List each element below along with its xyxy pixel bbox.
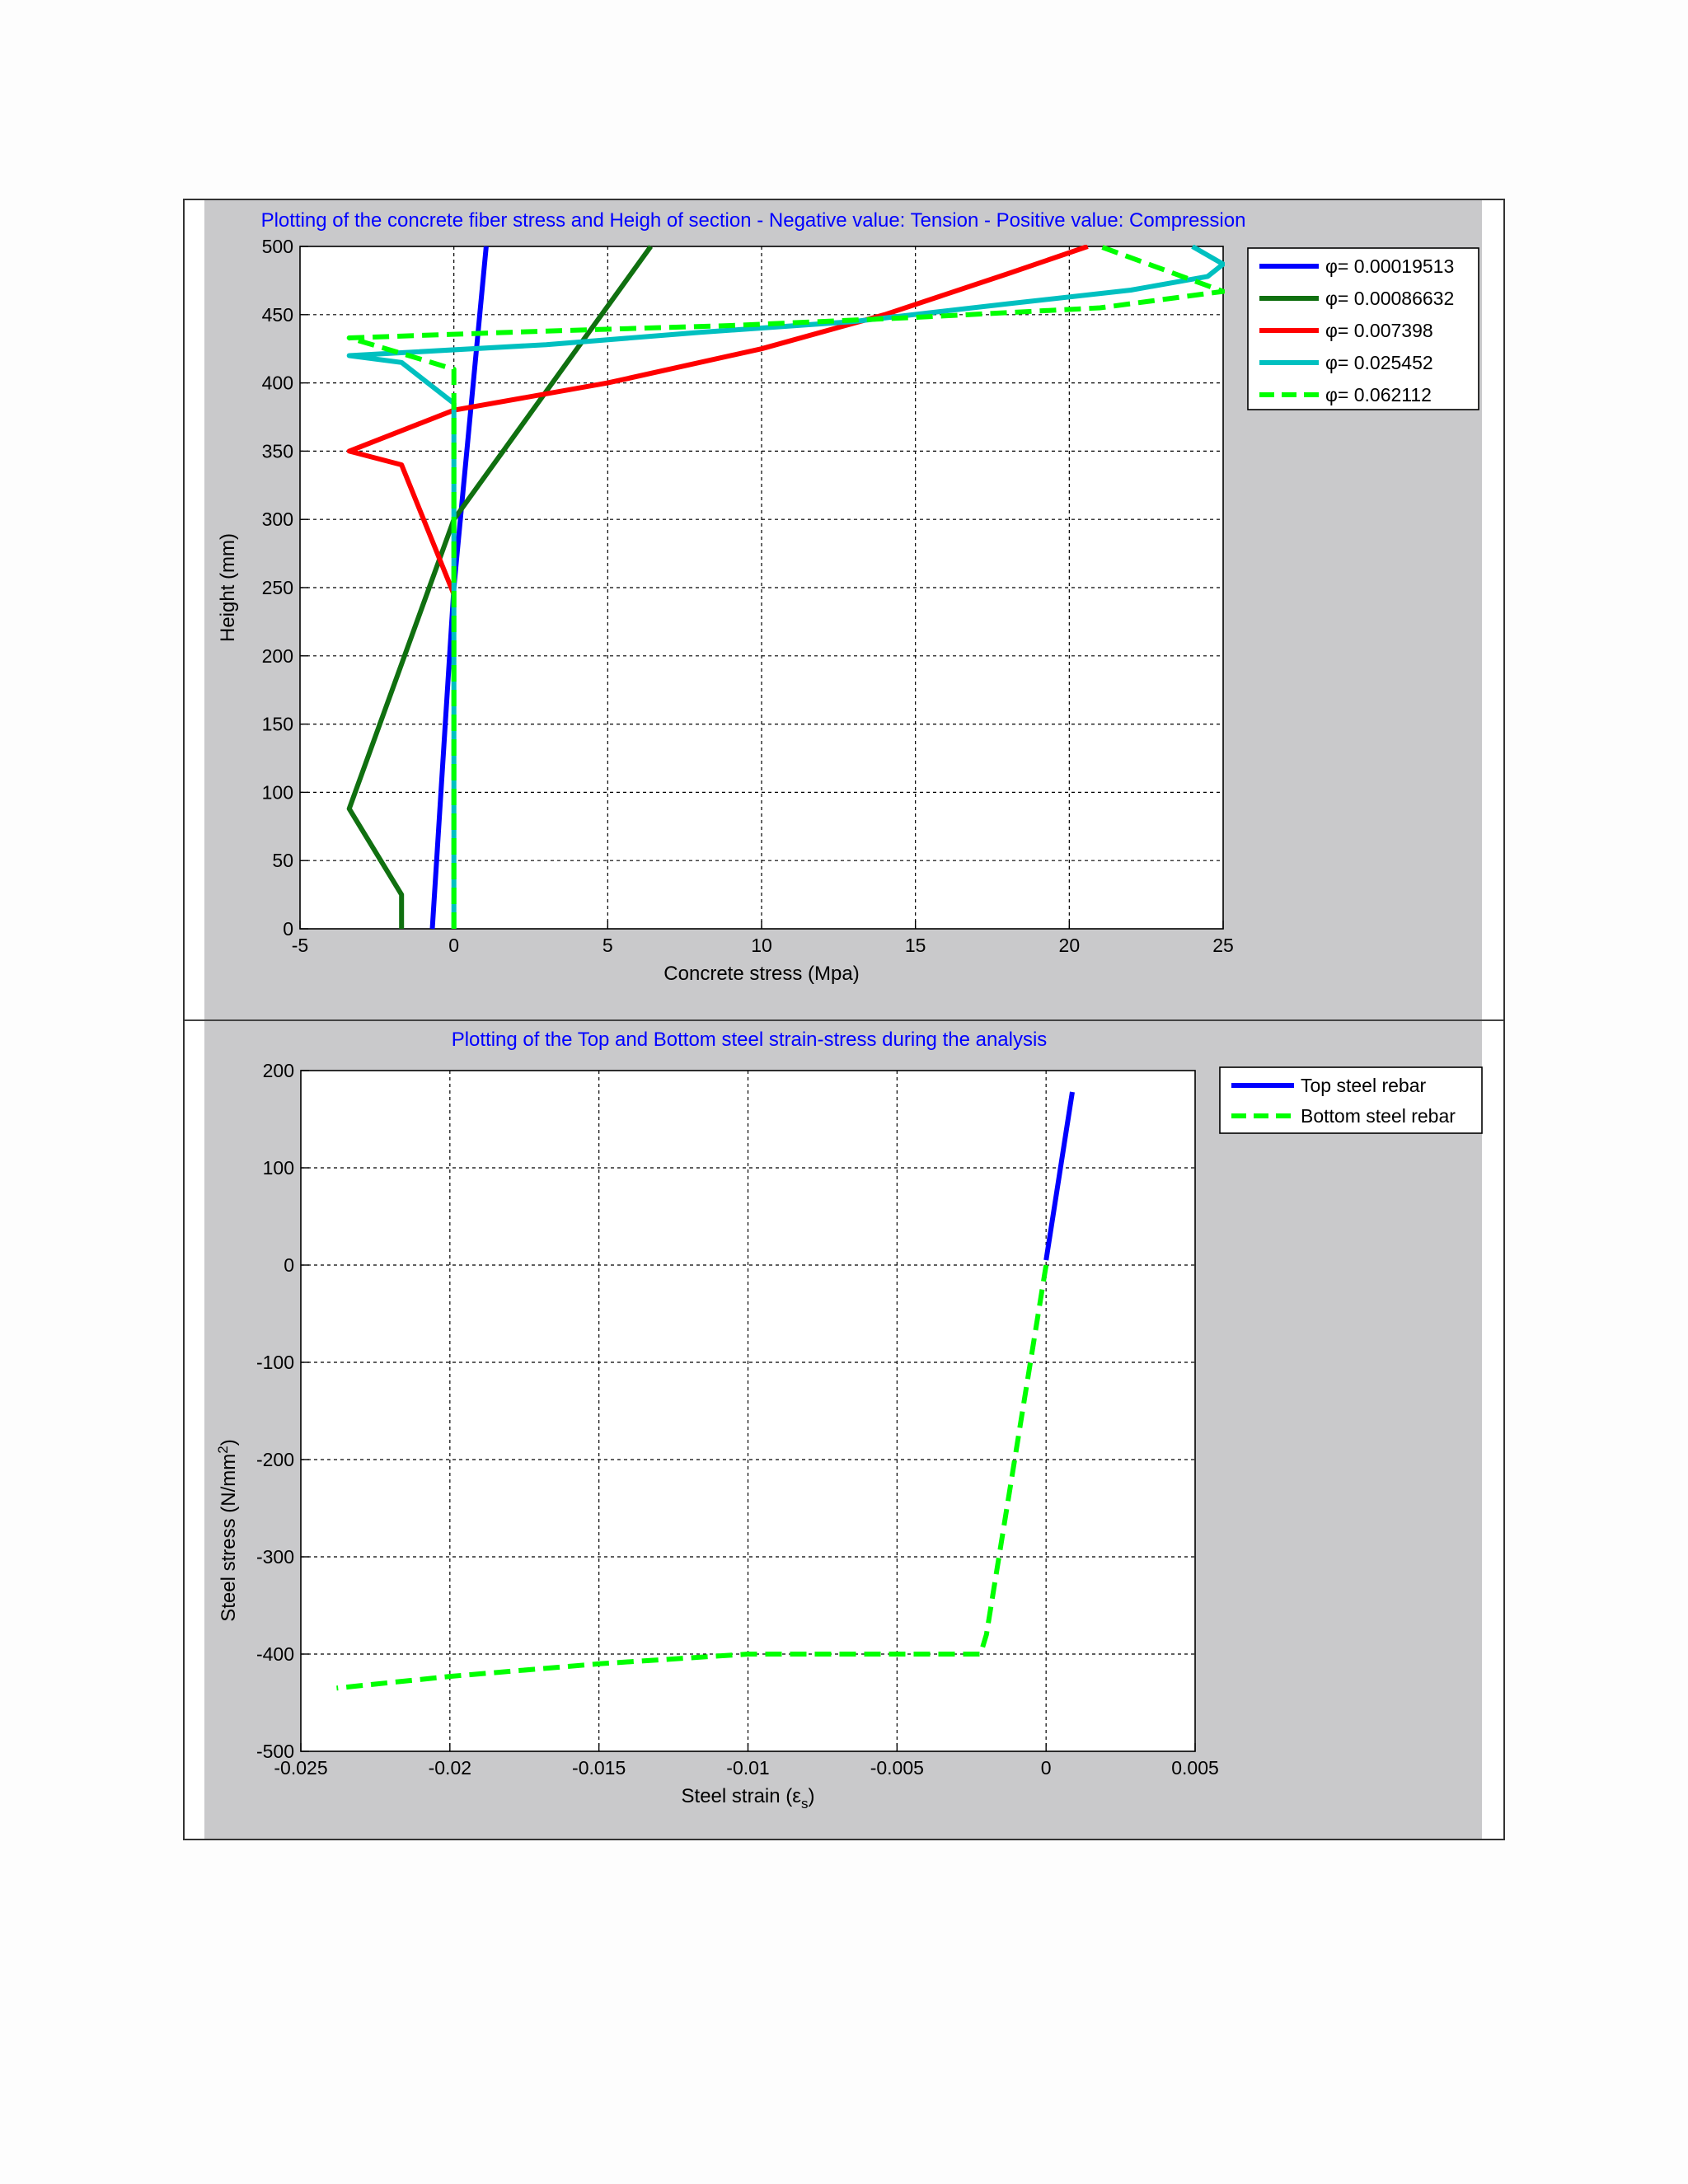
steel-strain-stress-chart: -0.025 -0.02 -0.015 -0.01 -0.005 0 0.005 -500 -4… (215, 1029, 1483, 1811)
series-line-2 (346, 245, 1089, 596)
y-axis-label-text: Height (mm) (217, 533, 239, 642)
x-tick-label: 25 (1212, 935, 1234, 956)
y-tick-label: 50 (272, 850, 293, 871)
x-axis-label: Concrete stress (Mpa) (663, 963, 859, 985)
legend-label-3: φ= 0.025452 (1325, 352, 1433, 373)
y-tick-label: 350 (262, 440, 293, 462)
series-line-0 (1043, 1091, 1075, 1261)
legend-label-2: φ= 0.007398 (1325, 320, 1433, 341)
x-axis-label-text: Concrete stress (Mpa) (663, 963, 859, 985)
y-tick-label: 150 (262, 714, 293, 735)
chart-title: Plotting of the Top and Bottom steel str… (452, 1029, 1048, 1051)
x-tick-label: 0 (1041, 1757, 1052, 1779)
x-tick-label: -0.015 (572, 1757, 626, 1779)
x-tick-label: -0.025 (274, 1757, 327, 1779)
x-tick-label: 15 (905, 935, 926, 956)
y-tick-label: -200 (256, 1449, 294, 1470)
y-axis-label: Steel stress (N/mm2) (215, 1439, 240, 1622)
legend-label-0: Top steel rebar (1301, 1075, 1426, 1096)
x-tick-label: -0.02 (429, 1757, 471, 1779)
concrete-stress-chart: -5 0 5 10 15 20 250501001502002503003504004505… (217, 209, 1479, 985)
y-tick-label: 200 (262, 645, 293, 667)
legend-label-4: φ= 0.062112 (1325, 384, 1432, 405)
x-tick-label: 5 (603, 935, 613, 956)
y-tick-label: 450 (262, 304, 293, 326)
y-tick-label: -400 (256, 1643, 294, 1665)
x-axis-label: Steel strain (εs) (682, 1785, 815, 1811)
x-tick-label: -5 (292, 935, 308, 956)
x-tick-label: -0.01 (726, 1757, 769, 1779)
legend-label-0: φ= 0.00019513 (1325, 255, 1454, 277)
x-tick-label: -0.005 (870, 1757, 924, 1779)
series-line-3 (346, 245, 1225, 929)
x-axis-label-text: Steel strain (ε (682, 1785, 802, 1807)
series-line-1 (336, 1264, 1049, 1691)
y-axis-label-text: Steel stress (N/mm (218, 1454, 240, 1622)
y-tick-label: 0 (283, 918, 293, 940)
series-line-1 (346, 245, 654, 929)
y-tick-label: -300 (256, 1546, 294, 1568)
x-axis-label-suffix: ) (808, 1785, 814, 1807)
y-tick-label: 200 (263, 1060, 294, 1081)
x-tick-label: 0 (448, 935, 459, 956)
y-axis-label-superscript: 2 (215, 1446, 231, 1453)
y-tick-label: -500 (256, 1741, 294, 1762)
x-tick-label: 10 (751, 935, 772, 956)
y-tick-label: 400 (262, 373, 293, 394)
y-tick-label: 250 (262, 577, 293, 598)
y-axis-label: Height (mm) (217, 533, 239, 642)
x-tick-label: 0.005 (1171, 1757, 1219, 1779)
series-line-4 (346, 245, 1225, 929)
legend-box (1219, 1066, 1483, 1134)
figure: -5 0 5 10 15 20 25 0 50 100 150 200 250 300 350 400 450 5… (183, 199, 1505, 1840)
steel-strain-stress-panel: -0.025 -0.02 -0.015 -0.01 -0.005 0 0.005 -500 -4… (185, 1021, 1503, 1839)
legend-label-1: Bottom steel rebar (1301, 1105, 1456, 1127)
y-axis-label-suffix: ) (218, 1439, 240, 1446)
concrete-stress-panel: -5 0 5 10 15 20 25 0 50 100 150 200 250 300 350 400 450 5… (185, 200, 1503, 1021)
y-tick-label: 100 (262, 781, 293, 803)
y-tick-label: -100 (256, 1352, 294, 1373)
chart-title: Plotting of the concrete fiber stress an… (261, 209, 1246, 232)
x-axis-label-subscript: s (801, 1796, 809, 1811)
x-tick-label: 20 (1059, 935, 1081, 956)
y-tick-label: 100 (263, 1157, 294, 1179)
y-tick-label: 300 (262, 509, 293, 530)
y-tick-label: 0 (284, 1254, 294, 1276)
y-tick-label: 500 (262, 236, 293, 257)
legend-label-1: φ= 0.00086632 (1325, 288, 1454, 309)
